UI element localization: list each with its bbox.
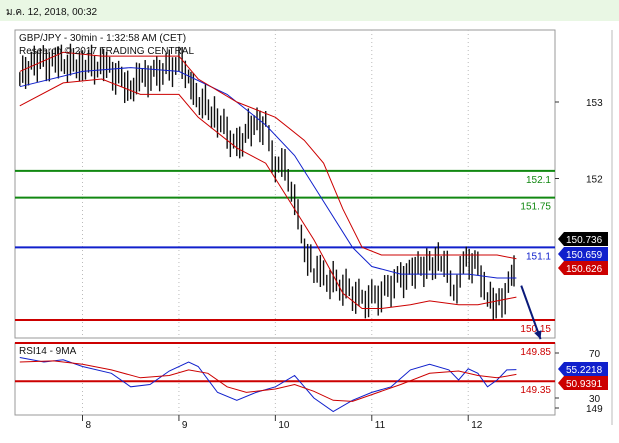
rsi-title: RSI14 - 9MA xyxy=(19,346,77,357)
price-tag-label-rsi: 55.2218 xyxy=(566,365,603,376)
date-label: ม.ค. 12, 2018, 00:32 xyxy=(6,7,98,18)
price-tag-ma xyxy=(558,247,608,261)
forecast-arrow-shaft xyxy=(520,285,542,340)
y-tick-label: 153 xyxy=(586,98,603,109)
rsi-panel-frame xyxy=(14,342,556,416)
price-tag-label-ma: 150.659 xyxy=(566,250,603,261)
level-label-support: 150.15 xyxy=(520,324,551,335)
level-label-resistance: 151.75 xyxy=(520,202,551,213)
x-tick-label: 12 xyxy=(471,420,483,431)
level-label-resistance: 152.1 xyxy=(526,175,551,186)
rsi-line xyxy=(19,357,517,413)
level-label-pivot: 151.1 xyxy=(526,251,551,262)
x-tick-label: 8 xyxy=(86,420,92,431)
price-tag-last xyxy=(558,232,608,246)
price-tag-label-rsi_ma: 50.9391 xyxy=(566,379,603,390)
forecast-arrow-head xyxy=(534,330,542,340)
upper-band-line xyxy=(19,51,517,260)
moving-average-line xyxy=(19,67,517,279)
rsi-y-tick-label: 70 xyxy=(589,349,601,360)
y-tick-label: 149 xyxy=(586,404,603,415)
price-tag-label-band: 150.626 xyxy=(566,264,603,275)
x-tick-label: 9 xyxy=(182,420,188,431)
price-tag-band xyxy=(558,261,608,275)
chart-subtitle: Research © 2017 TRADING CENTRAL xyxy=(19,46,195,57)
lower-band-line xyxy=(19,78,517,309)
price-tag-rsi xyxy=(558,362,608,376)
rsi-ma-line xyxy=(19,360,517,402)
y-tick-label: 152 xyxy=(586,175,603,186)
rsi-y-tick-label: 30 xyxy=(589,394,601,405)
x-tick-label: 10 xyxy=(278,420,290,431)
price-tag-rsi_ma xyxy=(558,376,608,390)
date-bar: ม.ค. 12, 2018, 00:32 xyxy=(0,0,619,21)
price-tag-label-last: 150.736 xyxy=(566,235,603,246)
chart-title: GBP/JPY - 30min - 1:32:58 AM (CET) xyxy=(19,33,187,44)
level-label-support: 149.85 xyxy=(520,347,551,358)
x-tick-label: 11 xyxy=(375,420,386,431)
level-label-support: 149.35 xyxy=(520,385,551,396)
main-panel-frame xyxy=(14,29,556,339)
